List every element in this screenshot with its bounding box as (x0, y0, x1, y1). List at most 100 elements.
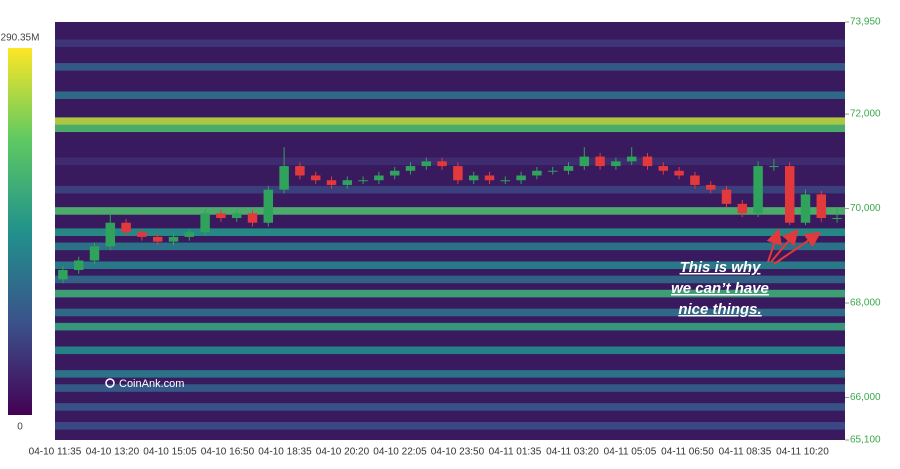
arrow (773, 231, 822, 265)
colorbar-min: 0 (17, 422, 23, 433)
y-tick-label: 68,000 (850, 298, 881, 309)
candle-body (310, 175, 321, 181)
candle-body (626, 156, 637, 162)
candle-body (674, 170, 684, 176)
annotation: This is why (680, 259, 762, 276)
candle-body (500, 180, 511, 182)
x-tick-label: 04-11 03:20 (546, 447, 599, 458)
annotation: we can’t have (671, 280, 769, 297)
candle-body (279, 166, 289, 190)
heat-band (55, 117, 845, 125)
x-tick-label: 04-10 22:05 (373, 447, 427, 458)
candle-body (89, 246, 100, 261)
heat-band (55, 185, 845, 194)
candle-body (721, 189, 732, 204)
candle-body (563, 166, 574, 171)
x-tick-label: 04-11 01:35 (489, 447, 542, 458)
candle-body (184, 232, 195, 237)
candle-body (405, 166, 416, 171)
candle-body (547, 170, 558, 172)
candle-body (690, 175, 700, 185)
x-tick-label: 04-10 20:20 (316, 447, 370, 458)
candle-body (816, 194, 827, 219)
heat-band (55, 384, 845, 392)
candle-body (453, 166, 463, 181)
candle-body (532, 170, 542, 176)
candle-body (73, 260, 84, 270)
heat-band (55, 63, 845, 71)
candle-body (595, 156, 605, 167)
x-tick-label: 04-11 06:50 (661, 447, 714, 458)
heat-band (55, 124, 845, 133)
candle-body (358, 180, 368, 182)
candle-body (168, 236, 179, 242)
heatmap (55, 39, 845, 430)
candle-body (342, 180, 353, 185)
heat-band (55, 422, 845, 430)
x-tick-label: 04-11 05:05 (604, 447, 657, 458)
x-tick-label: 04-10 18:35 (258, 447, 312, 458)
candle-body (137, 232, 147, 237)
x-tick-label: 04-10 13:20 (86, 447, 140, 458)
candle-body (800, 194, 811, 223)
watermark: CoinAnk.com (119, 378, 184, 390)
candle-body (374, 175, 384, 181)
candle-body (389, 170, 400, 176)
arrows (766, 228, 822, 265)
candle-body (658, 166, 669, 171)
colorbar-max: 290.35M (1, 33, 40, 44)
candle-body (784, 166, 795, 223)
colorbar (8, 48, 32, 415)
y-tick-label: 73,950 (850, 17, 881, 28)
candle-body (121, 222, 131, 233)
arrow (766, 228, 782, 263)
x-tick-label: 04-10 16:50 (201, 447, 255, 458)
candle-body (705, 184, 716, 190)
heat-band (55, 322, 845, 331)
candle-body (579, 156, 590, 167)
candle-body (484, 175, 495, 181)
heat-band (55, 242, 845, 251)
heat-band (55, 275, 845, 284)
heat-band (55, 289, 845, 298)
candle-body (468, 175, 479, 181)
heat-band (55, 39, 845, 48)
candle-body (216, 213, 226, 219)
heat-band (55, 403, 845, 411)
candle-body (737, 203, 748, 214)
heat-band (55, 308, 845, 317)
candle-body (295, 166, 305, 176)
x-tick-label: 04-11 10:20 (776, 447, 829, 458)
candle-body (832, 218, 842, 220)
candle-body (105, 222, 116, 247)
arrow (770, 228, 799, 263)
annotation: nice things. (678, 301, 761, 318)
candle-body (247, 213, 258, 223)
candle-body (326, 180, 337, 185)
heat-band (55, 228, 845, 236)
candle-body (769, 166, 779, 168)
candle-body (58, 269, 68, 280)
y-tick-label: 70,000 (850, 203, 881, 214)
heat-band (55, 207, 845, 215)
y-tick-label: 66,000 (850, 392, 881, 403)
x-tick-label: 04-11 08:35 (719, 447, 772, 458)
candle-body (200, 213, 210, 233)
candle-body (611, 161, 621, 167)
x-tick-label: 04-10 15:05 (143, 447, 197, 458)
heat-band (55, 261, 845, 270)
heat-band (55, 346, 845, 355)
candle-body (152, 236, 163, 242)
heat-band (55, 157, 845, 166)
candle-body (642, 156, 653, 167)
candle-body (263, 189, 274, 223)
y-tick-label: 72,000 (850, 109, 881, 120)
candle-body (231, 213, 242, 219)
heat-band (55, 370, 845, 378)
y-tick-label: 65,100 (850, 435, 881, 446)
heat-band (55, 91, 845, 99)
candle-body (753, 166, 763, 214)
logo (105, 378, 115, 388)
candle-body (421, 161, 432, 167)
